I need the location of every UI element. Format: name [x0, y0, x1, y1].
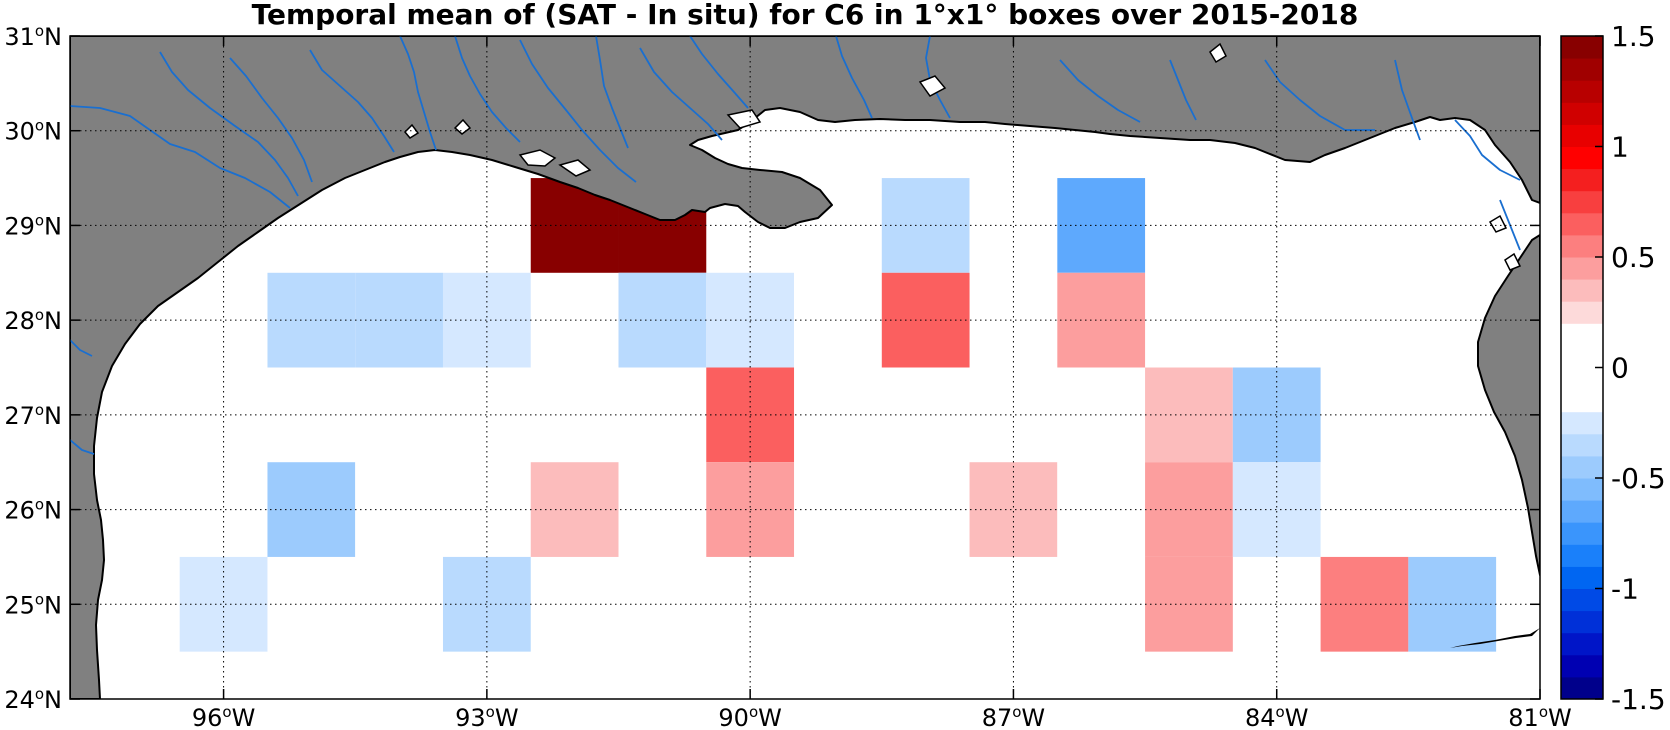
map-area — [70, 36, 1540, 699]
colorbar-segment — [1561, 80, 1603, 103]
colorbar-segment — [1561, 36, 1603, 59]
colorbar-segment — [1561, 345, 1603, 368]
heatmap-cell — [1408, 556, 1497, 652]
colorbar-tick-label: 1.5 — [1611, 20, 1656, 53]
colorbar-segment — [1561, 124, 1603, 147]
heatmap-cell — [355, 272, 443, 368]
colorbar-segment — [1561, 610, 1603, 634]
land-florida — [1477, 234, 1540, 576]
colorbar-segment — [1561, 212, 1603, 236]
y-tick-label: 31oN — [4, 22, 62, 51]
colorbar-segment — [1561, 411, 1603, 435]
graticule — [70, 36, 1540, 699]
colorbar-segment — [1561, 566, 1603, 589]
y-tick-label: 27oN — [4, 401, 62, 430]
x-tick-label: 90oW — [718, 703, 781, 730]
colorbar-segment — [1561, 632, 1603, 656]
y-tick-label: 24oN — [4, 685, 62, 714]
colorbar-segment — [1561, 544, 1603, 567]
heatmap-cell — [1145, 462, 1233, 557]
coastal-islands — [403, 42, 1522, 271]
colorbar-tick-label: -0.5 — [1611, 462, 1666, 495]
colorbar-segment — [1561, 676, 1603, 700]
heatmap-cell — [794, 556, 882, 652]
colorbar-segment — [1561, 102, 1603, 125]
rivers — [70, 36, 1521, 455]
colorbar-tick-label: 0.5 — [1611, 241, 1656, 274]
x-tick-label: 81oW — [1508, 703, 1571, 730]
colorbar-segment — [1561, 588, 1603, 612]
colorbar-segment — [1561, 58, 1603, 81]
florida-keys — [1450, 628, 1540, 648]
colorbar-segment — [1561, 146, 1603, 170]
heatmap-cell — [618, 272, 707, 368]
y-tick-label: 26oN — [4, 496, 62, 525]
heatmap-cell — [355, 462, 443, 557]
colorbar-tick-label: -1.5 — [1611, 683, 1666, 716]
land-masses — [70, 36, 1540, 699]
colorbar-segment — [1561, 190, 1603, 214]
colorbar-segment — [1561, 168, 1603, 192]
land-north-coast — [70, 36, 1540, 699]
x-tick-label: 93oW — [455, 703, 518, 730]
colorbar-segment — [1561, 279, 1603, 302]
colorbar-segment — [1561, 323, 1603, 346]
colorbar-segment — [1561, 478, 1603, 501]
y-tick-label: 30oN — [4, 117, 62, 146]
colorbar-segment — [1561, 257, 1603, 280]
y-tick-label: 25oN — [4, 590, 62, 619]
colorbar-segment — [1561, 234, 1603, 258]
chart-title: Temporal mean of (SAT - In situ) for C6 … — [252, 0, 1359, 31]
colorbar-segment — [1561, 389, 1603, 413]
heatmap-cell — [1145, 556, 1233, 652]
heatmap-cell — [179, 556, 268, 652]
colorbar-segment — [1561, 301, 1603, 324]
colorbar-tick-label: 0 — [1611, 352, 1629, 385]
colorbar-segment — [1561, 433, 1603, 457]
y-tick-label: 29oN — [4, 211, 62, 240]
map-frame — [69, 35, 1541, 700]
colorbar-tick-label: -1 — [1611, 573, 1639, 606]
colorbar-segment — [1561, 522, 1603, 545]
colorbar-tick-label: 1 — [1611, 131, 1629, 164]
x-tick-label: 87oW — [982, 703, 1045, 730]
colorbar: 1.5 1 0.5 0 -0.5 -1 -1.5 — [1560, 20, 1666, 716]
heatmap-cell — [794, 272, 882, 368]
heatmap-cell — [618, 367, 707, 463]
colorbar-segment — [1561, 500, 1603, 523]
colorbar-segment — [1561, 654, 1603, 678]
x-tick-label: 84oW — [1245, 703, 1308, 730]
colorbar-segment — [1561, 455, 1603, 479]
y-tick-label: 28oN — [4, 306, 62, 335]
x-tick-label: 96oW — [192, 703, 255, 730]
axes: 96oW 93oW 90oW 87oW 84oW 81oW 31oN 30oN 29oN 28oN… — [4, 22, 1571, 730]
heatmap-cell — [1145, 367, 1233, 463]
colorbar-segment — [1561, 367, 1603, 391]
